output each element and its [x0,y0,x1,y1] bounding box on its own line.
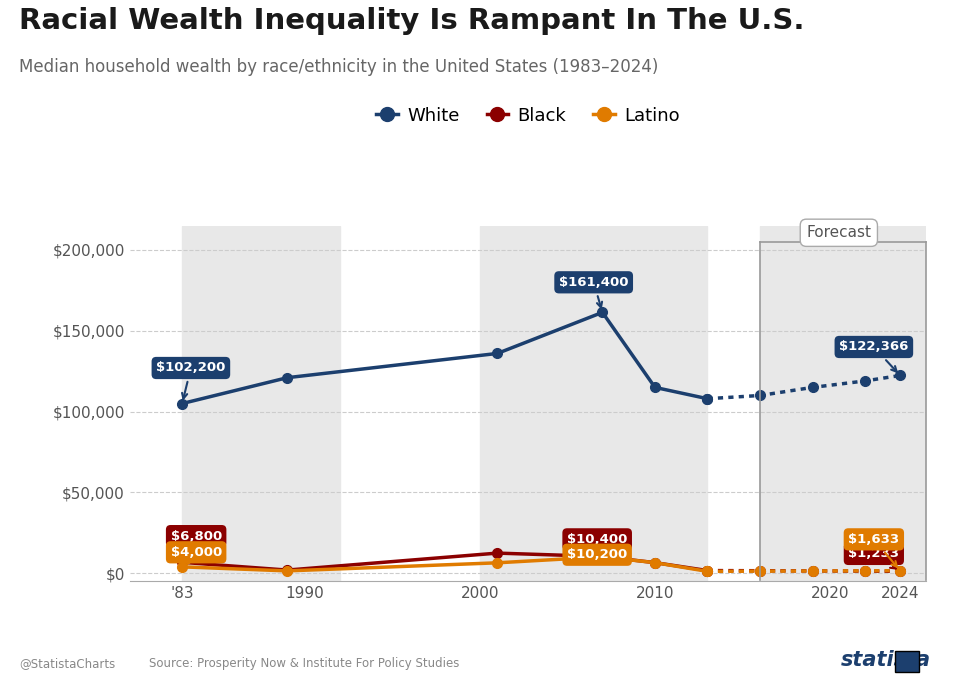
Text: $102,200: $102,200 [156,361,226,399]
Text: Forecast: Forecast [806,225,872,240]
Text: Source: Prosperity Now & Institute For Policy Studies: Source: Prosperity Now & Institute For P… [149,657,459,670]
Text: $10,200: $10,200 [567,548,627,562]
Text: $1,633: $1,633 [849,533,900,567]
Text: $4,000: $4,000 [171,546,222,566]
Text: Racial Wealth Inequality Is Rampant In The U.S.: Racial Wealth Inequality Is Rampant In T… [19,7,804,35]
Text: @StatistaCharts: @StatistaCharts [19,657,115,670]
Text: $122,366: $122,366 [839,341,908,371]
Bar [760,226,926,581]
Text: $10,400: $10,400 [567,533,628,553]
Text: Median household wealth by race/ethnicity in the United States (1983–2024): Median household wealth by race/ethnicit… [19,58,659,76]
Text: $161,400: $161,400 [559,276,629,308]
Bar [480,226,708,581]
Text: $1,233: $1,233 [849,547,900,568]
Legend: White, Black, Latino: White, Black, Latino [370,100,686,132]
Text: statista: statista [841,650,931,670]
Text: $6,800: $6,800 [171,529,222,558]
Bar [182,226,340,581]
